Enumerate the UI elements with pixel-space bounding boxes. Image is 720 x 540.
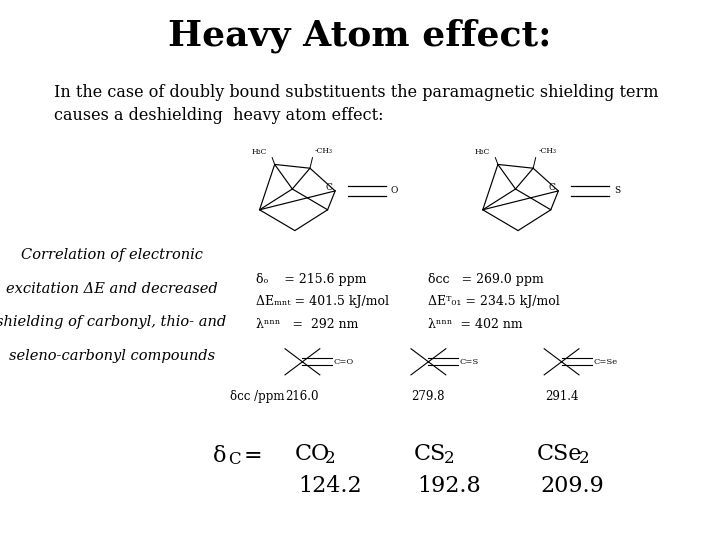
Text: 124.2: 124.2 [299, 475, 362, 497]
Text: C: C [228, 451, 241, 468]
Text: =: = [244, 446, 263, 467]
Text: CSe: CSe [536, 443, 582, 464]
Text: shielding of carbonyl, thio- and: shielding of carbonyl, thio- and [0, 315, 227, 329]
Text: δₒ    = 215.6 ppm: δₒ = 215.6 ppm [256, 273, 366, 286]
Text: CO: CO [295, 443, 330, 464]
Text: δ: δ [212, 446, 226, 467]
Text: CS: CS [414, 443, 446, 464]
Text: -CH₃: -CH₃ [538, 147, 556, 155]
Text: C: C [549, 184, 556, 192]
Text: δᴄᴄ /ppm: δᴄᴄ /ppm [230, 390, 285, 403]
Text: O: O [390, 186, 398, 195]
Text: λⁿⁿⁿ  = 402 nm: λⁿⁿⁿ = 402 nm [428, 318, 523, 331]
Text: S: S [613, 186, 620, 195]
Text: ΔEᵀ₀₁ = 234.5 kJ/mol: ΔEᵀ₀₁ = 234.5 kJ/mol [428, 295, 560, 308]
Text: 216.0: 216.0 [286, 390, 319, 403]
Text: H₃C: H₃C [475, 148, 490, 156]
Text: 209.9: 209.9 [540, 475, 604, 497]
Text: 279.8: 279.8 [412, 390, 445, 403]
Text: H₃C: H₃C [252, 148, 267, 156]
Text: 2: 2 [325, 450, 336, 467]
Text: λⁿⁿⁿ   =  292 nm: λⁿⁿⁿ = 292 nm [256, 318, 358, 331]
Text: δᴄᴄ   = 269.0 ppm: δᴄᴄ = 269.0 ppm [428, 273, 544, 286]
Text: excitation ΔE and decreased: excitation ΔE and decreased [6, 282, 217, 296]
Text: C=Se: C=Se [593, 358, 617, 366]
Text: 192.8: 192.8 [418, 475, 482, 497]
Text: -CH₃: -CH₃ [315, 147, 333, 155]
Text: 2: 2 [444, 450, 454, 467]
Text: Heavy Atom effect:: Heavy Atom effect: [168, 19, 552, 53]
Text: In the case of doubly bound substituents the paramagnetic shielding term
causes : In the case of doubly bound substituents… [54, 84, 659, 124]
Text: C=S: C=S [460, 358, 479, 366]
Text: 2: 2 [579, 450, 590, 467]
Text: 291.4: 291.4 [545, 390, 578, 403]
Text: Correlation of electronic: Correlation of electronic [21, 248, 202, 262]
Text: seleno-carbonyl compounds: seleno-carbonyl compounds [9, 349, 215, 363]
Text: ΔEₘₙₜ = 401.5 kJ/mol: ΔEₘₙₜ = 401.5 kJ/mol [256, 295, 389, 308]
Text: C=O: C=O [334, 358, 354, 366]
Text: C: C [325, 184, 333, 192]
